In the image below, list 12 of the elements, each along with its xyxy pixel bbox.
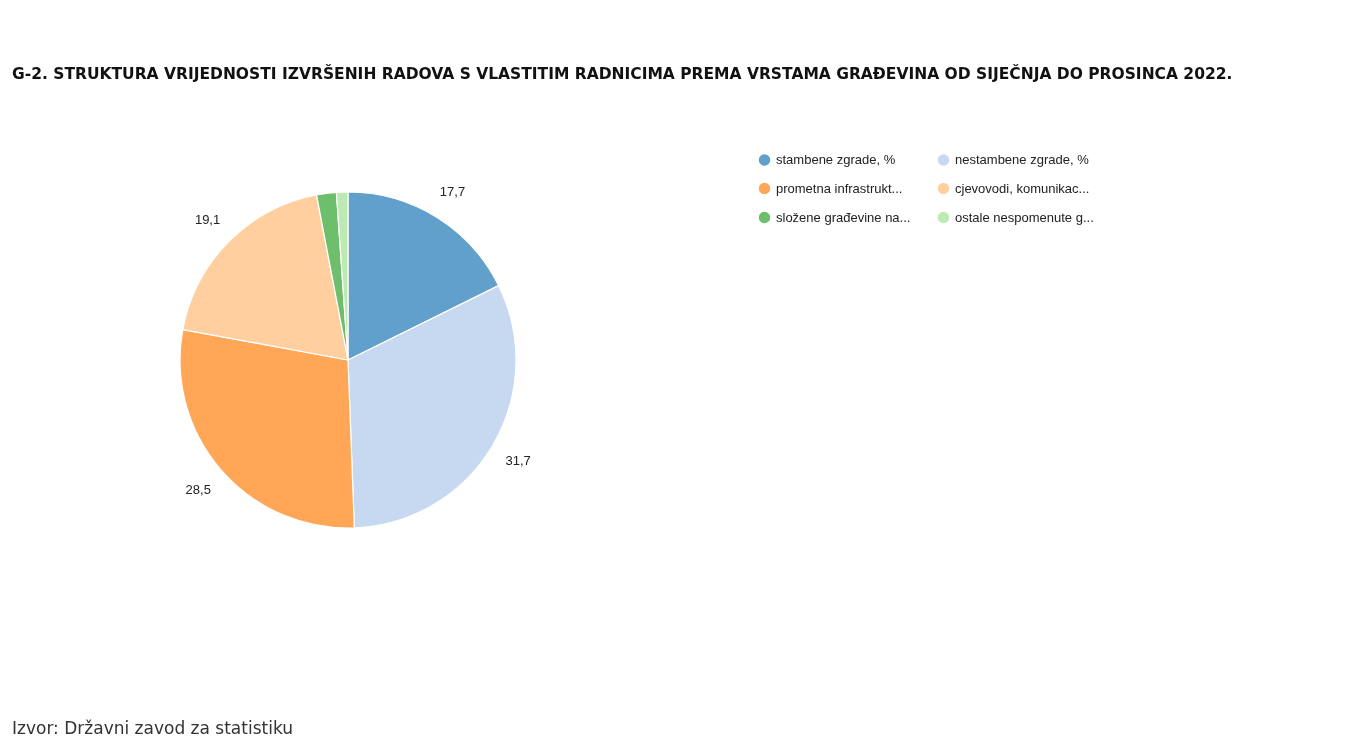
legend-label: prometna infrastrukt... bbox=[776, 180, 903, 196]
chart-title: G-2. STRUKTURA VRIJEDNOSTI IZVRŠENIH RADOVA S VLASTITIM RADNICIMA PREMA VRSTAMA GRAĐEVINA OD SIJEČNJA DO PROSINCA 2022. bbox=[12, 63, 1233, 83]
data-label: 19,1 bbox=[194, 212, 221, 228]
data-label: 17,7 bbox=[439, 183, 466, 199]
legend-label: složene građevine na... bbox=[776, 209, 911, 225]
data-label: 28,5 bbox=[185, 481, 211, 497]
text: Izvor: Državni zavod za statistiku bbox=[12, 718, 294, 738]
legend-label: stambene zgrade, % bbox=[776, 151, 896, 167]
legend-label: ostale nespomenute g... bbox=[955, 209, 1094, 225]
data-label: 31,7 bbox=[505, 453, 531, 469]
legend-label: cjevovodi, komunikac... bbox=[955, 180, 1090, 196]
legend-label: nestambene zgrade, % bbox=[955, 151, 1090, 167]
